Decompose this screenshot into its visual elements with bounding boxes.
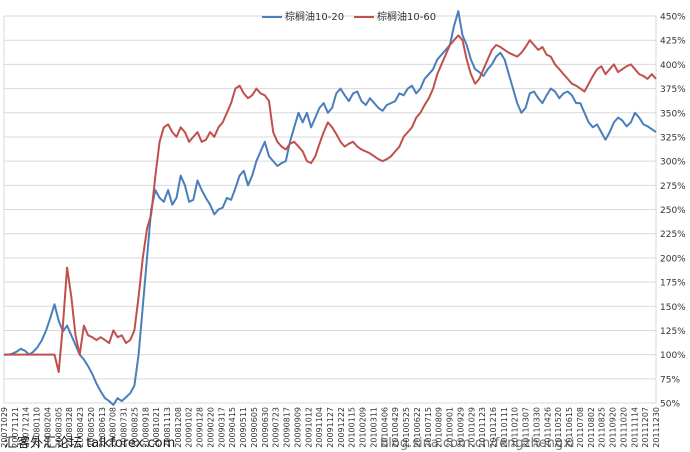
x-tick-label: 20080423: [76, 407, 85, 448]
x-tick-label: 20110111: [500, 407, 509, 448]
x-tick-label: 20110210: [511, 407, 520, 448]
x-tick-label: 20090909: [293, 407, 302, 448]
x-tick-label: 20110426: [543, 407, 552, 448]
series-line-1: [4, 10, 657, 406]
y-tick-label: 275%: [660, 182, 686, 192]
x-tick-label: 20110520: [554, 407, 563, 448]
legend-label-series-1: 棕榈油10-20: [285, 12, 345, 23]
series-line-2: [4, 34, 657, 373]
x-tick-label: 20071121: [11, 407, 20, 448]
x-tick-label: 20100115: [348, 407, 357, 448]
y-tick-label: 425%: [660, 37, 686, 47]
x-tick-label: 20101123: [478, 407, 487, 448]
x-tick-label: 20090415: [228, 407, 237, 448]
y-tick-label: 350%: [660, 109, 686, 119]
x-tick-label: 20080825: [130, 407, 139, 448]
x-tick-label: 20100406: [380, 407, 389, 448]
x-tick-label: 20100622: [413, 407, 422, 448]
x-tick-label: 20111230: [652, 407, 661, 448]
x-tick-label: 20080731: [120, 407, 129, 448]
x-tick-label: 20090605: [250, 407, 259, 448]
x-tick-label: 20071214: [22, 407, 31, 448]
x-tick-label: 20110920: [609, 407, 618, 448]
x-tick-label: 20100901: [446, 407, 455, 448]
legend-item-series-1: 棕榈油10-20: [262, 8, 344, 23]
y-tick-label: 175%: [660, 279, 686, 289]
x-tick-label: 20111114: [630, 407, 639, 448]
y-tick-label: 50%: [660, 400, 680, 410]
x-tick-label: 20091012: [304, 407, 313, 448]
x-tick-label: 20081021: [152, 407, 161, 448]
x-tick-label: 20080305: [54, 407, 63, 448]
x-tick-label: 20100715: [424, 407, 433, 448]
y-tick-label: 150%: [660, 303, 686, 313]
x-tick-label: 20091222: [337, 407, 346, 448]
x-tick-label: 20091127: [326, 407, 335, 448]
watermark-right: blog.sina.com.cn/fengzhengxi: [380, 436, 575, 451]
legend-swatch-series-1: [262, 16, 282, 18]
watermark-left: 汇客外汇论坛 talkforex.com: [4, 436, 176, 451]
legend-swatch-series-2: [354, 16, 374, 18]
x-tick-label: 20080613: [98, 407, 107, 448]
y-tick-label: 100%: [660, 351, 686, 361]
x-tick-label: 20080204: [43, 407, 52, 448]
x-tick-label: 20111207: [641, 407, 650, 448]
x-tick-label: 20101029: [467, 407, 476, 448]
y-tick-label: 400%: [660, 61, 686, 71]
x-tick-label: 20090817: [283, 407, 292, 448]
legend-label-series-2: 棕榈油10-60: [377, 12, 437, 23]
x-tick-label: 20080708: [109, 407, 118, 448]
y-tick-label: 450%: [660, 13, 686, 23]
x-tick-label: 20080520: [87, 407, 96, 448]
x-tick-label: 20101216: [489, 407, 498, 448]
x-tick-label: 20110307: [522, 407, 531, 448]
x-tick-label: 20090102: [185, 407, 194, 448]
x-tick-label: 20080328: [65, 407, 74, 448]
x-tick-label: 20090220: [206, 407, 215, 448]
y-tick-label: 75%: [660, 375, 680, 385]
x-tick-label: 20071029: [0, 407, 9, 448]
x-tick-label: 20100209: [359, 407, 368, 448]
x-tick-label: 20100525: [402, 407, 411, 448]
x-tick-label: 20110330: [532, 407, 541, 448]
x-tick-label: 20090128: [196, 407, 205, 448]
x-tick-label: 20110615: [565, 407, 574, 448]
x-tick-label: 20080110: [33, 407, 42, 448]
x-tick-label: 20081208: [174, 407, 183, 448]
y-tick-label: 325%: [660, 133, 686, 143]
x-tick-label: 20091104: [315, 407, 324, 448]
y-tick-label: 300%: [660, 158, 686, 168]
x-tick-label: 20090630: [261, 407, 270, 448]
x-tick-label: 20090317: [217, 407, 226, 448]
y-tick-label: 375%: [660, 85, 686, 95]
x-tick-label: 20100929: [456, 407, 465, 448]
x-tick-label: 20081113: [163, 407, 172, 448]
x-tick-label: 20110825: [598, 407, 607, 448]
x-tick-label: 20100311: [369, 407, 378, 448]
y-tick-label: 200%: [660, 254, 686, 264]
x-tick-label: 20110802: [587, 407, 596, 448]
x-tick-label: 20080918: [141, 407, 150, 448]
x-tick-label: 20110708: [576, 407, 585, 448]
y-tick-label: 125%: [660, 327, 686, 337]
x-tick-label: 20111020: [619, 407, 628, 448]
legend: 棕榈油10-20 棕榈油10-60: [0, 8, 690, 26]
y-tick-label: 250%: [660, 206, 686, 216]
legend-item-series-2: 棕榈油10-60: [354, 8, 436, 23]
x-tick-label: 20090723: [272, 407, 281, 448]
x-tick-label: 20100429: [391, 407, 400, 448]
y-tick-label: 225%: [660, 230, 686, 240]
x-tick-label: 20090511: [239, 407, 248, 448]
x-tick-label: 20100809: [435, 407, 444, 448]
